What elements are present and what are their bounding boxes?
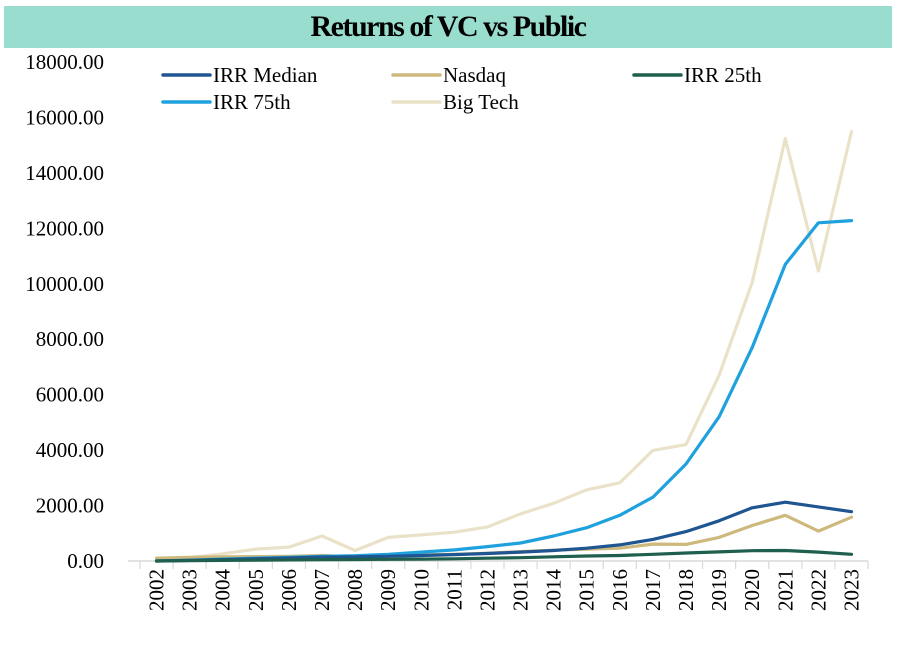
x-tick-label: 2019: [707, 569, 731, 611]
x-axis: 2002 2003 2004 2005 2006 2007 2008 2009 2010 2011…: [128, 560, 869, 612]
x-tick-label: 2014: [542, 569, 566, 612]
chart-title-bar: Returns of VC vs Public: [4, 6, 892, 48]
x-tick-label: 2008: [343, 569, 367, 611]
x-tick-label: 2022: [806, 569, 830, 611]
x-tick-label: 2006: [277, 569, 301, 611]
legend-label: Big Tech: [443, 90, 519, 114]
x-tick-label: 2015: [575, 569, 599, 611]
x-tick-label: 2017: [641, 569, 665, 611]
y-tick-label: 10000.00: [25, 272, 104, 296]
y-tick-label: 16000.00: [25, 105, 104, 129]
x-tick-label: 2010: [409, 569, 433, 611]
legend: IRR Median Nasdaq IRR 25th IRR 75th Big Tech: [161, 63, 762, 114]
y-tick-label: 14000.00: [25, 161, 104, 185]
x-tick-label: 2021: [773, 569, 797, 611]
x-tick-label: 2011: [442, 569, 466, 610]
x-tick-label: 2016: [608, 569, 632, 611]
legend-label: Nasdaq: [443, 63, 506, 87]
x-tick-label: 2005: [244, 569, 268, 611]
y-tick-label: 4000.00: [36, 438, 104, 462]
x-tick-label: 2007: [310, 569, 334, 611]
y-tick-label: 18000.00: [25, 50, 104, 74]
x-tick-label: 2004: [211, 569, 235, 612]
y-tick-label: 2000.00: [36, 494, 104, 518]
y-tick-label: 8000.00: [36, 327, 104, 351]
legend-label: IRR Median: [213, 63, 318, 87]
x-tick-label: 2023: [839, 569, 863, 611]
y-tick-label: 0.00: [67, 549, 104, 573]
series-line-big-tech: [154, 130, 854, 560]
chart-title: Returns of VC vs Public: [310, 10, 587, 43]
legend-label: IRR 75th: [213, 90, 291, 114]
x-tick-label: 2009: [376, 569, 400, 611]
series-line-irr-25th: [154, 548, 854, 563]
x-tick-label: 2020: [740, 569, 764, 611]
x-tick-label: 2013: [509, 569, 533, 611]
y-tick-label: 12000.00: [25, 216, 104, 240]
series-line-irr-median: [154, 500, 854, 563]
x-tick-label: 2018: [674, 569, 698, 611]
y-axis: 0.00 2000.00 4000.00 6000.00 8000.00 10000.00…: [25, 50, 104, 573]
legend-label: IRR 25th: [684, 63, 762, 87]
x-tick-label: 2003: [178, 569, 202, 611]
x-tick-label: 2012: [475, 569, 499, 611]
series-lines: [154, 130, 854, 563]
y-tick-label: 6000.00: [36, 383, 104, 407]
x-tick-label: 2002: [145, 569, 169, 611]
